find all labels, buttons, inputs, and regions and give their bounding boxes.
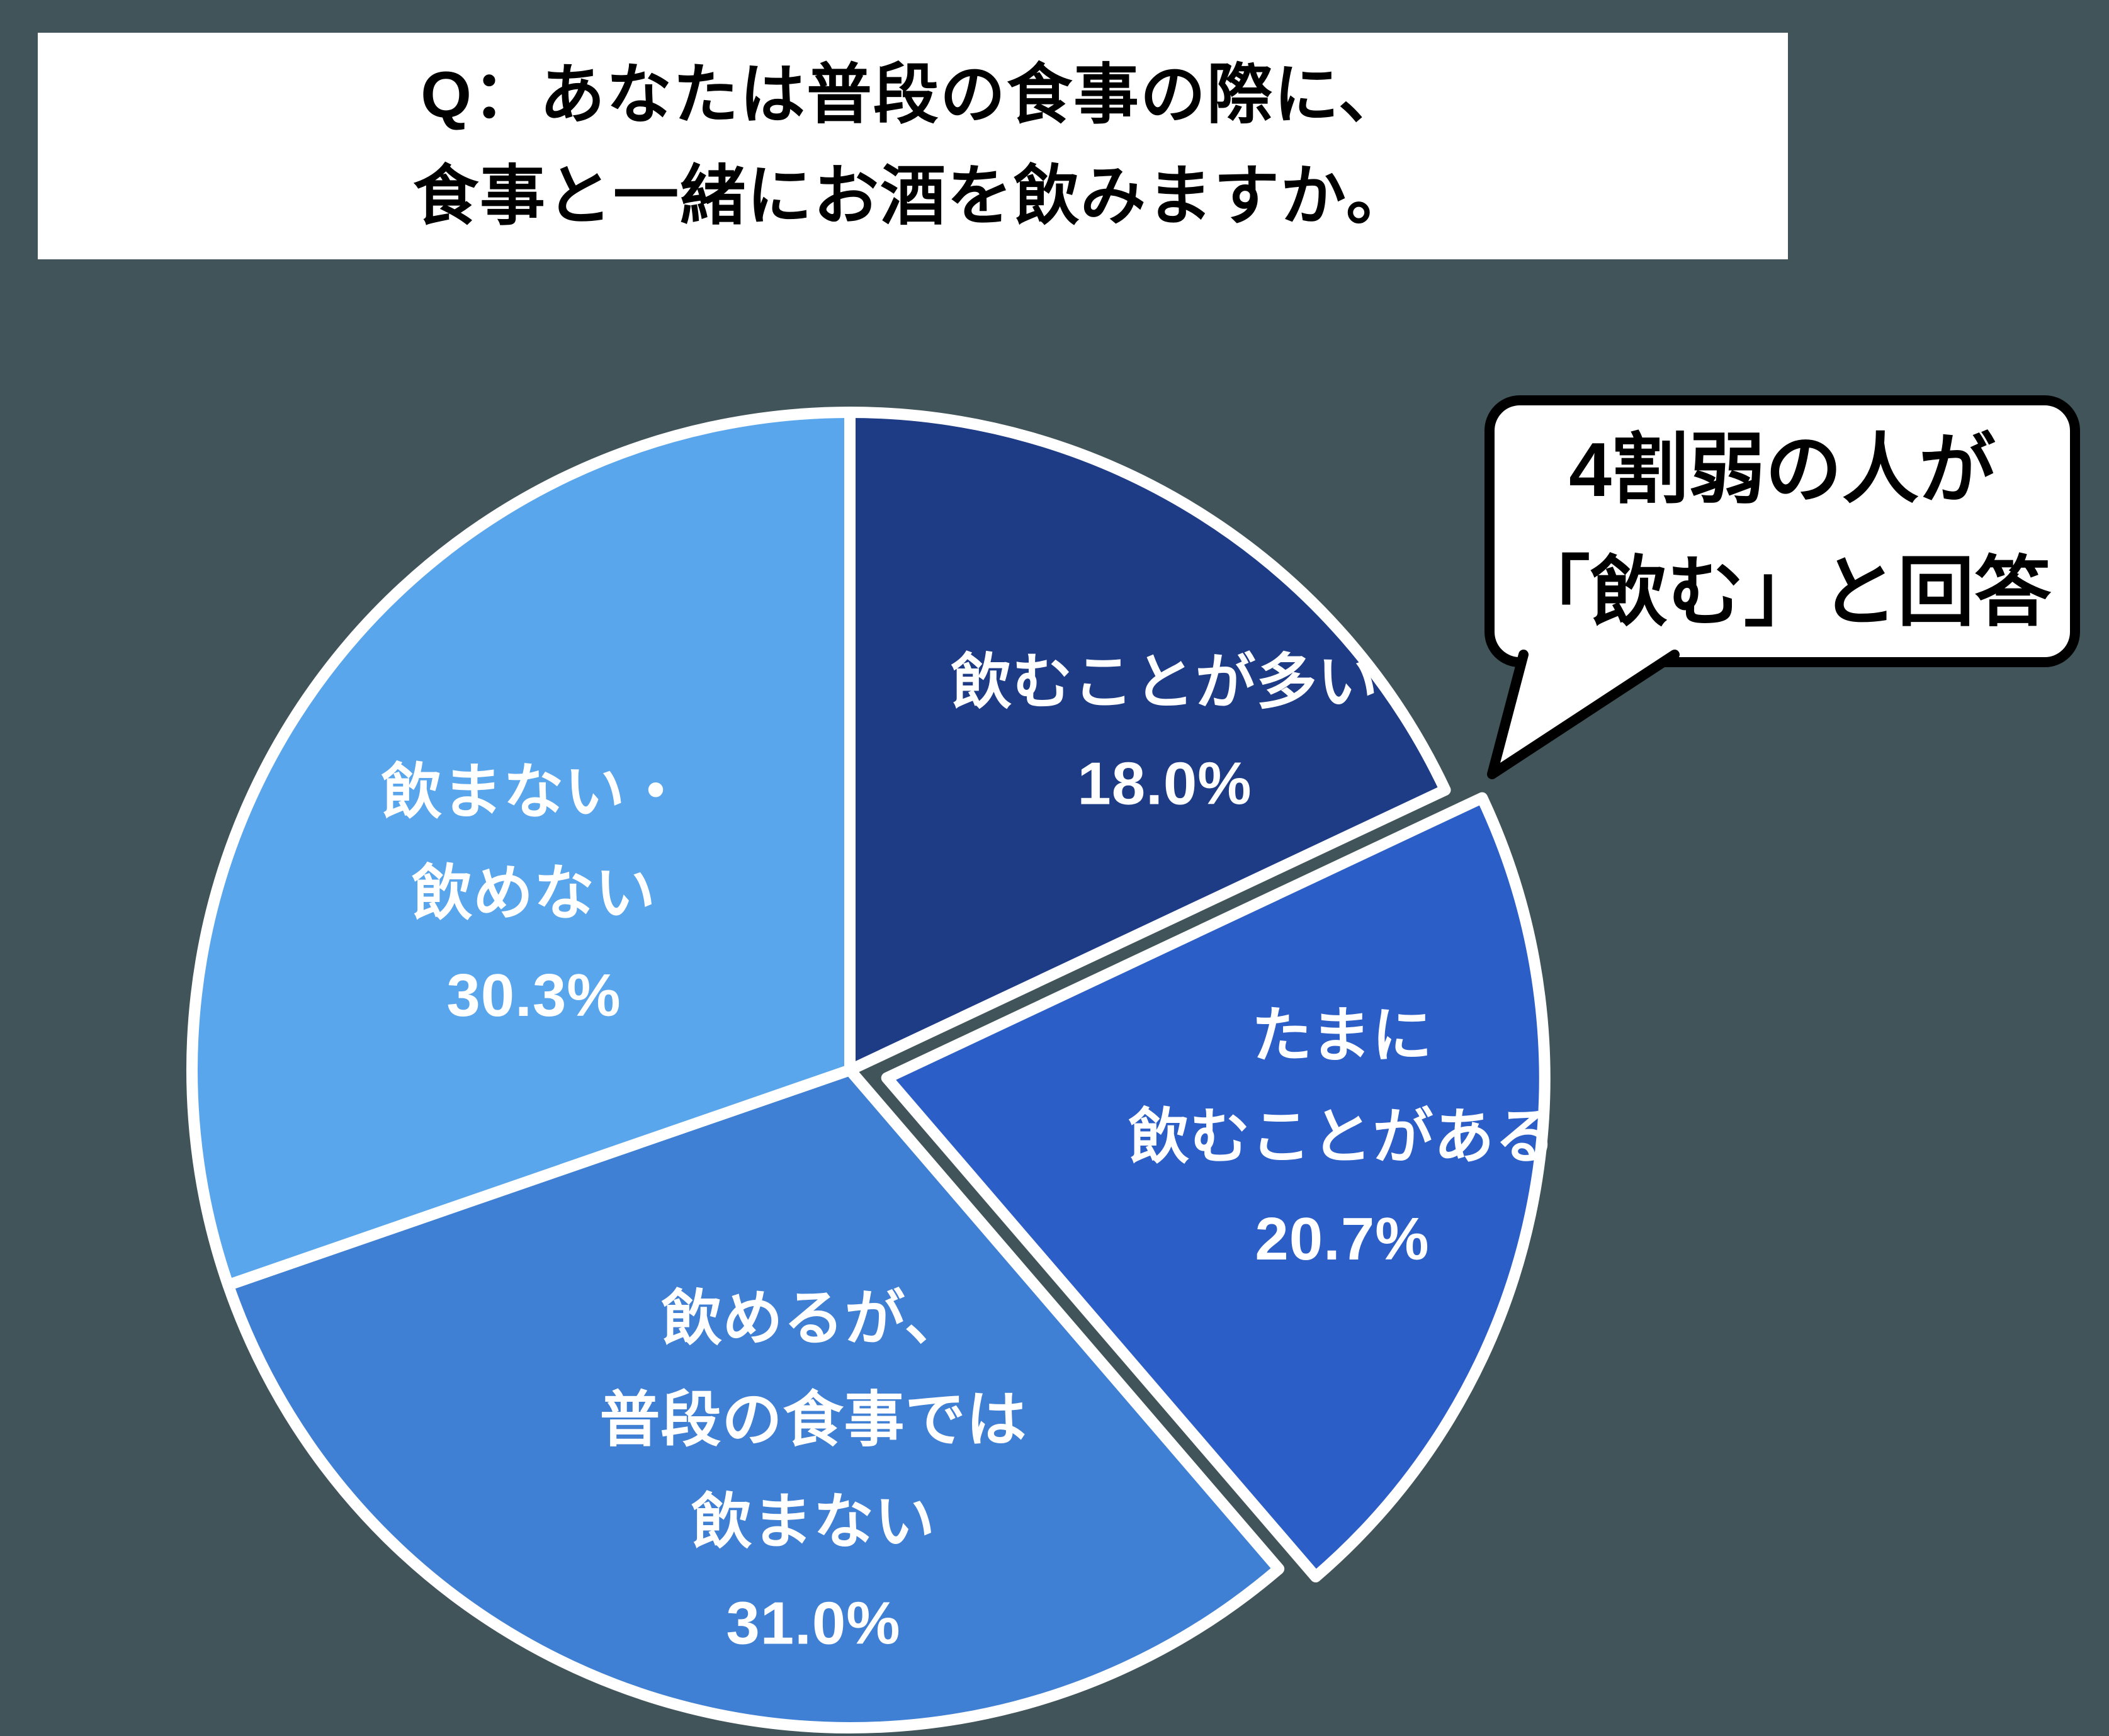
callout-bubble: 4割弱の人が 「飲む」と回答: [1484, 395, 2080, 667]
question-title-line1: Q：あなたは普段の食事の際に、: [421, 58, 1405, 132]
slice-label-drink-often: 飲むことが多い 18.0%: [951, 648, 1379, 818]
slice-label-dont-cant-drink: 飲まない・ 飲めない 30.3%: [381, 758, 687, 1029]
question-title-box: Q：あなたは普段の食事の際に、 食事と一緒にお酒を飲みますか。: [38, 33, 1788, 259]
callout-line2: 「飲む」と回答: [1513, 550, 2051, 635]
pie-slice-0: [844, 407, 1451, 1076]
callout-tail-icon: [1487, 650, 1680, 779]
slice-label-drink-sometimes: たまに 飲むことがある 20.7%: [1128, 1002, 1556, 1273]
slice-label-can-drink-but-dont: 飲めるが、 普段の食事では 飲まない 31.0%: [599, 1285, 1027, 1657]
pie-slices: [186, 407, 1551, 1733]
pie-slice-2: [222, 1064, 1285, 1733]
callout-line1: 4割弱の人が: [1569, 426, 1996, 512]
pie-slice-1: [881, 792, 1551, 1583]
question-title-line2: 食事と一緒にお酒を飲みますか。: [413, 160, 1413, 233]
pie-slice-3: [186, 407, 856, 1291]
